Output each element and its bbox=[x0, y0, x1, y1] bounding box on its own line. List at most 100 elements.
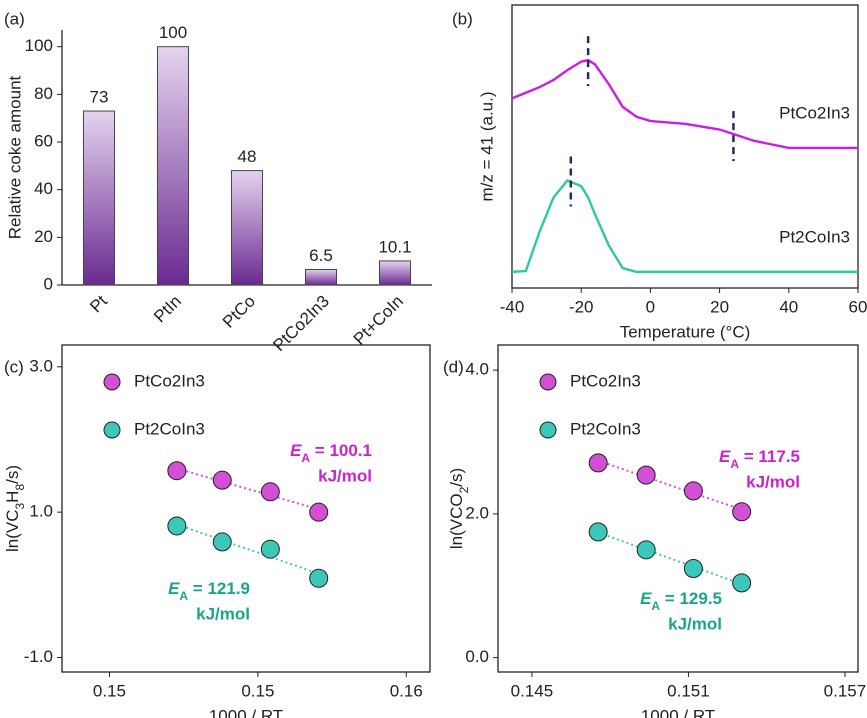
data-point bbox=[167, 516, 187, 536]
x-tick-label: 20 bbox=[710, 297, 729, 316]
bar bbox=[378, 260, 412, 286]
panel-label: (c) bbox=[4, 357, 24, 376]
x-tick-label: 0.157 bbox=[824, 681, 867, 700]
legend-label: Pt2CoIn3 bbox=[570, 419, 641, 438]
y-tick-label: 4.0 bbox=[465, 360, 489, 379]
plot-frame bbox=[61, 344, 431, 673]
fit-line bbox=[597, 531, 742, 586]
line bbox=[511, 58, 858, 150]
data-point bbox=[167, 461, 187, 481]
y-tick-label: 80 bbox=[34, 84, 53, 103]
annotation: EA = 121.9 bbox=[168, 579, 250, 603]
x-tick-label: -40 bbox=[500, 297, 525, 316]
y-tick-label: 60 bbox=[34, 131, 53, 150]
bar bbox=[82, 110, 116, 286]
value-label: 73 bbox=[90, 88, 109, 107]
y-tick-label: 40 bbox=[34, 179, 53, 198]
panel-label: (b) bbox=[452, 9, 473, 28]
x-tick-label: 0 bbox=[646, 297, 655, 316]
y-tick-label: 1.0 bbox=[29, 502, 53, 521]
x-tick-label: 40 bbox=[779, 297, 798, 316]
axis-label: m/z = 41 (a.u.) bbox=[477, 91, 496, 201]
x-tick-label: 0.151 bbox=[667, 681, 710, 700]
annotation-unit: kJ/mol bbox=[746, 472, 800, 491]
annotation-symbol: E bbox=[290, 441, 302, 460]
legend-marker bbox=[103, 373, 121, 391]
annotation-unit: kJ/mol bbox=[196, 604, 250, 623]
axis-label: 1000 / RT bbox=[209, 706, 283, 718]
legend-label: Pt2CoIn3 bbox=[134, 419, 205, 438]
annotation-symbol: E bbox=[640, 589, 652, 608]
annotation-text: = 129.5 bbox=[660, 589, 722, 608]
value-label: 48 bbox=[238, 147, 257, 166]
bar bbox=[230, 170, 264, 286]
series-label: Pt2CoIn3 bbox=[779, 227, 850, 246]
fit-line bbox=[597, 459, 742, 511]
x-tick-label: Pt+CoIn bbox=[350, 292, 407, 349]
axis-label-part: /s) bbox=[3, 465, 22, 484]
axis-label-part: 2 bbox=[457, 486, 471, 493]
data-point bbox=[732, 502, 752, 522]
annotation: EA = 100.1 bbox=[290, 441, 372, 465]
annotation-unit: kJ/mol bbox=[318, 466, 372, 485]
axis-label: ln(VCO2/s) bbox=[447, 468, 471, 549]
data-point bbox=[683, 559, 703, 579]
legend-marker bbox=[539, 373, 557, 391]
annotation-text: = 117.5 bbox=[739, 447, 800, 466]
y-tick-label: 2.0 bbox=[465, 503, 489, 522]
fit-line bbox=[176, 467, 319, 511]
data-point bbox=[260, 482, 280, 502]
annotation: EA = 129.5 bbox=[640, 589, 722, 613]
y-tick-label: 0 bbox=[44, 274, 53, 293]
axis-label: 1000 / RT bbox=[641, 706, 715, 718]
y-tick-label: 0.0 bbox=[465, 647, 489, 666]
annotation-subscript: A bbox=[179, 589, 188, 603]
annotation: EA = 117.5 bbox=[719, 447, 800, 471]
line bbox=[511, 179, 858, 274]
x-tick-label: Pt bbox=[86, 291, 111, 316]
axis-label-part: ln(VCO bbox=[447, 493, 466, 549]
value-label: 100 bbox=[159, 23, 187, 42]
x-tick-label: 0.15 bbox=[93, 681, 126, 700]
x-tick-label: 0.16 bbox=[390, 681, 423, 700]
x-tick-label: PtIn bbox=[150, 292, 185, 327]
data-point bbox=[732, 573, 752, 593]
bar bbox=[304, 269, 338, 286]
annotation-subscript: A bbox=[651, 599, 660, 613]
legend-marker bbox=[539, 421, 557, 439]
y-tick-label: 20 bbox=[34, 227, 53, 246]
axis-label: ln(VC3H8/s) bbox=[3, 465, 27, 552]
annotation-subscript: A bbox=[301, 451, 310, 465]
data-point bbox=[212, 532, 232, 552]
axis-label: Temperature (°C) bbox=[620, 322, 751, 341]
plot-frame bbox=[497, 344, 859, 673]
plot-frame bbox=[511, 4, 859, 289]
data-point bbox=[636, 465, 656, 485]
data-point bbox=[260, 539, 280, 559]
panel-label: (d) bbox=[443, 357, 464, 376]
data-point bbox=[309, 568, 329, 588]
legend-label: PtCo2In3 bbox=[134, 371, 205, 390]
fit-line bbox=[176, 523, 320, 575]
data-point bbox=[636, 540, 656, 560]
x-tick-label: 0.145 bbox=[511, 681, 554, 700]
y-tick-label: 3.0 bbox=[29, 356, 53, 375]
axis-label-part: /s) bbox=[447, 468, 466, 487]
y-tick-label: -1.0 bbox=[24, 647, 53, 666]
data-point bbox=[588, 453, 608, 473]
value-label: 10.1 bbox=[378, 237, 411, 256]
x-tick-label: -20 bbox=[569, 297, 594, 316]
axis-label-part: ln(VC bbox=[3, 510, 22, 553]
x-tick-label: 0.15 bbox=[241, 681, 274, 700]
annotation-subscript: A bbox=[730, 457, 739, 471]
panel-label: (a) bbox=[4, 9, 25, 28]
data-point bbox=[309, 502, 329, 522]
annotation-symbol: E bbox=[719, 447, 731, 466]
value-label: 6.5 bbox=[309, 246, 333, 265]
data-point bbox=[683, 481, 703, 501]
axis-label-part: H bbox=[3, 491, 22, 503]
y-tick-label: 100 bbox=[25, 36, 53, 55]
axis-label: Relative coke amount bbox=[5, 75, 24, 239]
data-point bbox=[212, 470, 232, 490]
